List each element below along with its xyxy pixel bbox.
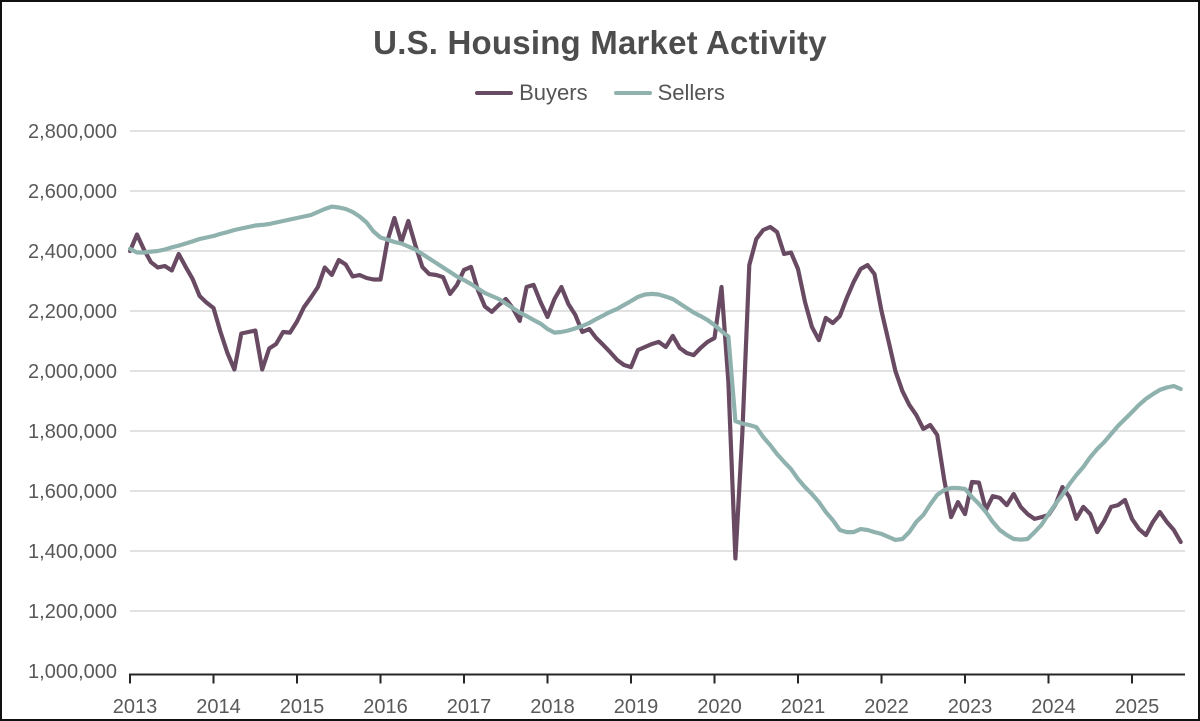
x-axis-tick-label: 2013 bbox=[113, 696, 158, 718]
x-axis-tick-label: 2020 bbox=[697, 696, 742, 718]
x-axis-tick-label: 2018 bbox=[530, 696, 575, 718]
x-axis-tick-label: 2025 bbox=[1115, 696, 1160, 718]
chart-title: U.S. Housing Market Activity bbox=[373, 24, 827, 61]
legend: Buyers Sellers bbox=[2, 80, 1198, 106]
x-axis-tick-label: 2014 bbox=[196, 696, 241, 718]
y-axis-tick-label: 2,800,000 bbox=[28, 121, 117, 143]
x-axis-tick-label: 2022 bbox=[864, 696, 909, 718]
sellers-line-swatch bbox=[613, 91, 652, 95]
y-axis-tick-label: 1,000,000 bbox=[28, 661, 117, 683]
x-axis-tick-label: 2023 bbox=[948, 696, 993, 718]
y-axis-tick-label: 1,400,000 bbox=[28, 541, 117, 563]
x-axis-tick-label: 2016 bbox=[363, 696, 408, 718]
buyers-line bbox=[127, 215, 1183, 561]
x-axis-tick-label: 2017 bbox=[447, 696, 492, 718]
y-axis-tick-label: 2,000,000 bbox=[28, 361, 117, 383]
buyers-line-swatch bbox=[475, 91, 514, 95]
y-axis-tick-label: 2,600,000 bbox=[28, 181, 117, 203]
y-axis-tick-label: 1,800,000 bbox=[28, 421, 117, 443]
sellers-legend-label: Sellers bbox=[657, 80, 725, 105]
y-axis-tick-label: 1,600,000 bbox=[28, 481, 117, 503]
sellers-line bbox=[127, 204, 1183, 543]
y-axis-tick-label: 1,200,000 bbox=[28, 601, 117, 623]
legend-item-buyers: Buyers bbox=[475, 80, 588, 106]
x-axis-tick-label: 2015 bbox=[280, 696, 325, 718]
y-axis-tick-label: 2,200,000 bbox=[28, 301, 117, 323]
x-axis-tick-label: 2019 bbox=[614, 696, 659, 718]
legend-item-sellers: Sellers bbox=[613, 80, 725, 106]
y-axis-tick-label: 2,400,000 bbox=[28, 241, 117, 263]
buyers-legend-label: Buyers bbox=[519, 80, 588, 105]
x-axis-tick-label: 2021 bbox=[781, 696, 826, 718]
x-axis-tick-label: 2024 bbox=[1031, 696, 1076, 718]
